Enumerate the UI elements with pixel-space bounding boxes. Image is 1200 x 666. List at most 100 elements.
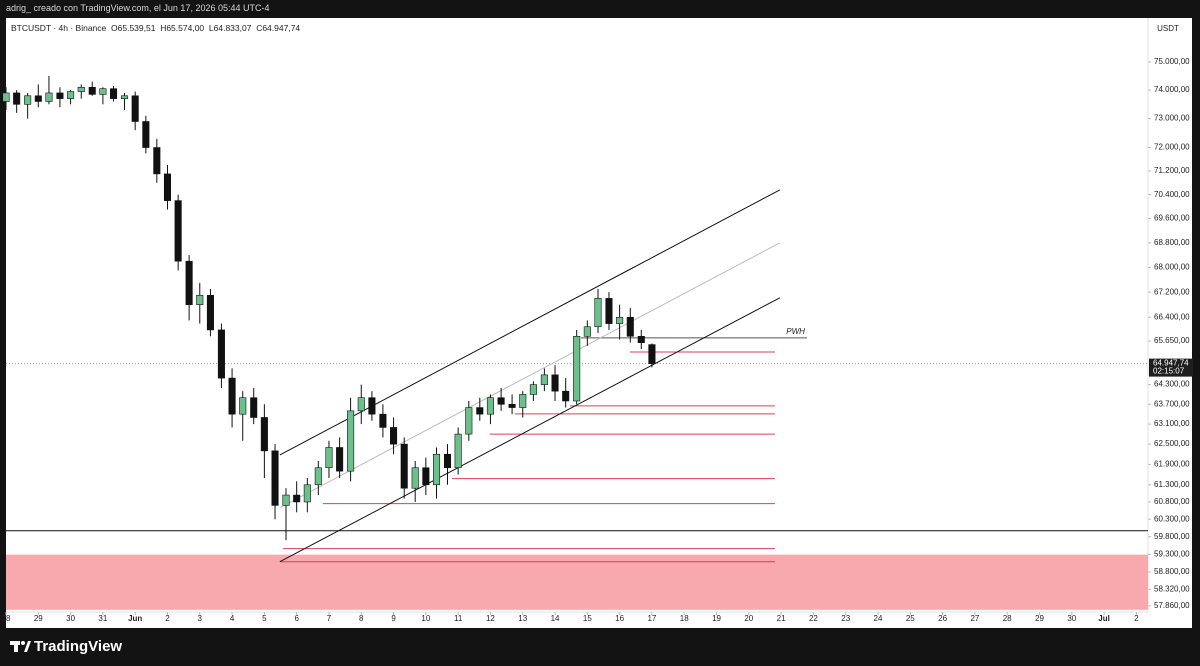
x-tick-label: 15 (583, 614, 592, 623)
candle-body (454, 433, 462, 469)
y-tick-label: 70.400,00 (1154, 190, 1190, 199)
candle-body (583, 326, 591, 337)
y-tick-label: 59.800,00 (1154, 532, 1190, 541)
ohlc-value: 64.947,74 (262, 23, 301, 33)
candle-body (390, 427, 398, 445)
x-tick-label: 20 (744, 614, 753, 623)
candle-body (379, 413, 387, 428)
candle-body (443, 453, 452, 469)
attribution: adrig_ creado con TradingView.com, el Ju… (6, 3, 270, 13)
x-tick-label: 18 (680, 614, 689, 623)
trendline (279, 297, 781, 563)
y-tick-label: 61.300,00 (1154, 480, 1190, 489)
zone (6, 554, 1148, 610)
y-tick-label: 69.600,00 (1154, 214, 1190, 223)
y-tick-label: 68.800,00 (1154, 238, 1190, 247)
y-tick-label: 62.500,00 (1154, 439, 1190, 448)
candle-body (282, 494, 290, 506)
ohlc-key: L (208, 23, 214, 33)
candle-body (110, 88, 118, 99)
last-price-label: 64.947,74 (1153, 359, 1189, 368)
x-tick-label: 22 (809, 614, 818, 623)
candle-body (163, 173, 172, 201)
x-tick-label: 28 (2, 614, 11, 623)
y-tick-label: 65.650,00 (1154, 336, 1190, 345)
candle-body (562, 390, 570, 402)
candle-body (540, 374, 548, 385)
x-tick-label: 14 (551, 614, 560, 623)
level-label: PWH (786, 327, 805, 336)
y-tick-label: 58.800,00 (1154, 567, 1190, 576)
y-tick-label: 57.860,00 (1154, 601, 1190, 610)
candle-body (206, 294, 214, 331)
candle-body (45, 92, 53, 102)
ohlc-key: O (111, 23, 118, 33)
candle-body (616, 316, 624, 324)
x-tick-label: 29 (1035, 614, 1044, 623)
ohlc-key: C (256, 23, 263, 33)
candle-body (519, 394, 527, 408)
x-tick-label: 6 (294, 614, 299, 623)
candle-body (228, 377, 236, 415)
x-tick-label: 19 (712, 614, 721, 623)
x-tick-label: 17 (647, 614, 656, 623)
candle-body (67, 91, 75, 99)
x-tick-label: 31 (98, 614, 107, 623)
candle-body (508, 403, 516, 408)
ohlc-value: 65.539,51 (117, 23, 156, 33)
candle-body (34, 95, 42, 102)
x-tick-label: 13 (518, 614, 527, 623)
candle-body (357, 397, 365, 412)
candle-body (99, 88, 107, 95)
x-tick-label: 16 (615, 614, 624, 623)
x-tick-label: 27 (970, 614, 979, 623)
candle-body (432, 453, 441, 486)
x-tick-label: 8 (359, 614, 364, 623)
candle-body (422, 467, 430, 486)
last-price-box (1149, 358, 1193, 377)
candle-body (573, 335, 581, 402)
brand: TradingView (34, 638, 123, 655)
legend: BTCUSDT · 4h · Binance O65.539,51 H65.57… (11, 23, 300, 33)
candle-body (2, 92, 10, 102)
candle-body (476, 407, 484, 415)
y-tick-label: 60.800,00 (1154, 497, 1190, 506)
x-tick-label: 29 (34, 614, 43, 623)
x-tick-label: 2 (165, 614, 170, 623)
x-tick-label: 28 (1003, 614, 1012, 623)
x-tick-label: 12 (486, 614, 495, 623)
candle-body (196, 294, 204, 305)
x-tick-label: Jul (1098, 614, 1110, 623)
candle-body (465, 407, 473, 435)
candle-body (497, 397, 505, 405)
candle-body (314, 467, 322, 486)
y-tick-label: 67.200,00 (1154, 287, 1190, 296)
candle-body (24, 95, 32, 105)
x-tick-label: 2 (1134, 614, 1139, 623)
x-tick-label: 26 (938, 614, 947, 623)
y-tick-label: 64.300,00 (1154, 380, 1190, 389)
x-tick-label: 30 (1067, 614, 1076, 623)
x-tick-label: 10 (421, 614, 430, 623)
candle-body (303, 484, 311, 503)
trendline (279, 242, 781, 509)
candle-body (637, 335, 645, 343)
symbol: BTCUSDT · 4h · Binance (11, 23, 107, 33)
candle-body (347, 410, 355, 472)
x-tick-label: 9 (391, 614, 396, 623)
candle-body (239, 397, 247, 415)
candle-body (529, 384, 537, 395)
x-tick-label: 5 (262, 614, 267, 623)
y-tick-label: 75.000,00 (1154, 57, 1190, 66)
candle-body (77, 86, 85, 92)
candle-body (88, 86, 96, 95)
candle-body (626, 316, 634, 337)
x-tick-label: 3 (198, 614, 203, 623)
y-tick-label: 71.200,00 (1154, 166, 1190, 175)
y-tick-label: 74.000,00 (1154, 85, 1190, 94)
y-tick-label: 73.000,00 (1154, 114, 1190, 123)
candle-body (120, 95, 129, 99)
x-tick-label: 7 (327, 614, 332, 623)
candle-body (551, 374, 559, 392)
